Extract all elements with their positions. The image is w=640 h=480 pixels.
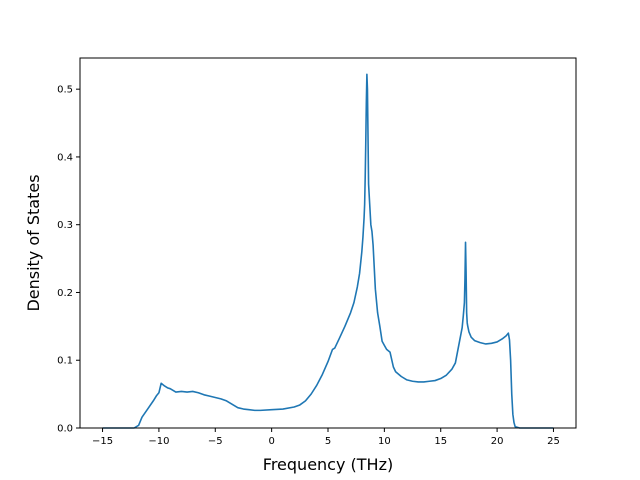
x-tick-label: −15: [92, 436, 113, 447]
y-tick-label: 0.1: [57, 356, 73, 367]
y-axis-ticks: 0.0 0.1 0.2 0.3 0.4 0.5: [57, 85, 80, 435]
x-tick-label: 15: [434, 436, 447, 447]
y-tick-label: 0.5: [57, 85, 73, 96]
x-tick-label: 20: [491, 436, 504, 447]
series-layer: [102, 73, 554, 429]
y-tick-label: 0.4: [57, 152, 73, 163]
x-tick-label: −10: [148, 436, 169, 447]
x-tick-label: 10: [378, 436, 391, 447]
series-line-0: [102, 73, 554, 429]
y-tick-label: 0.0: [57, 424, 73, 435]
x-tick-label: 25: [547, 436, 560, 447]
x-axis-ticks: −15 −10 −5 0 5 10 15 20 25: [92, 428, 560, 447]
y-axis-label: Density of States: [24, 174, 43, 311]
y-tick-label: 0.3: [57, 220, 73, 231]
plot-area: [80, 58, 576, 428]
x-axis-label: Frequency (THz): [263, 455, 393, 474]
x-tick-label: 0: [268, 436, 274, 447]
y-tick-label: 0.2: [57, 288, 73, 299]
x-tick-label: −5: [208, 436, 223, 447]
x-tick-label: 5: [325, 436, 331, 447]
